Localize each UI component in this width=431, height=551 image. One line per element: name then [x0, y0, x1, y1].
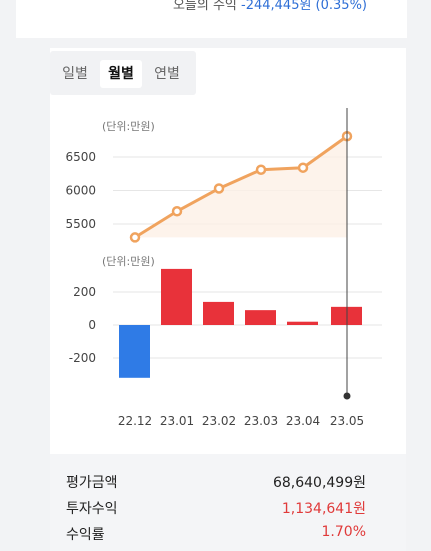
rate-label: 수익률 — [66, 527, 105, 543]
period-tabs: 일별 월별 연별 — [50, 51, 196, 95]
bar-ytick-label: -200 — [69, 351, 96, 365]
valuation-label: 평가금액 — [66, 475, 118, 491]
summary-row-rate: 수익률 1.70% — [66, 524, 366, 546]
profit-value: 1,134,641원 — [281, 501, 366, 517]
bar — [203, 301, 234, 325]
x-axis-label: 23.01 — [160, 414, 194, 428]
rate-value: 1.70% — [321, 524, 366, 540]
line-point — [129, 232, 141, 243]
tab-monthly[interactable]: 월별 — [100, 60, 142, 88]
summary-row-valuation: 평가금액 68,640,499원 — [66, 472, 366, 494]
bar-ytick-label: 200 — [73, 285, 96, 299]
line-point — [255, 164, 267, 175]
bar — [287, 321, 318, 325]
line-ytick-label: 6500 — [65, 150, 96, 164]
line-ytick-label: 5500 — [65, 217, 96, 231]
monthly-profit-chart: 6500 6000 5500 200 0 -200 22.12 23.01 23.02 23.03… — [65, 108, 382, 428]
profit-chart-card: 일별 월별 연별 (단위:만원) (단위:만원) 6500 6000 5500 200… — [50, 48, 406, 551]
line-point — [297, 162, 309, 173]
selection-cursor-dot — [343, 392, 351, 400]
bar-chart-unit: (단위:만원) — [102, 255, 155, 268]
summary-panel: 평가금액 68,640,499원 투자수익 1,134,641원 수익률 1.7… — [50, 454, 406, 551]
x-axis-label: 22.12 — [118, 414, 152, 428]
x-axis-label: 23.03 — [244, 414, 278, 428]
x-axis-label: 23.02 — [202, 414, 236, 428]
summary-row-profit: 투자수익 1,134,641원 — [66, 498, 366, 520]
line-point — [213, 183, 225, 194]
today-profit-label: 오늘의 수익 — [172, 0, 237, 13]
valuation-value: 68,640,499원 — [272, 475, 366, 491]
bar — [119, 325, 150, 378]
tab-daily[interactable]: 일별 — [62, 66, 88, 82]
line-chart-unit: (단위:만원) — [102, 120, 155, 133]
x-axis-label: 23.04 — [286, 414, 320, 428]
line-area-fill — [135, 136, 347, 238]
bar — [245, 310, 276, 325]
line-series — [134, 135, 348, 239]
bar-ytick-label: 0 — [88, 318, 96, 332]
line-point — [171, 206, 183, 217]
profit-label: 투자수익 — [66, 501, 118, 517]
today-profit-value: -244,445원 (0.35%) — [241, 0, 367, 13]
today-profit: 오늘의 수익 -244,445원 (0.35%) — [173, 0, 367, 13]
today-profit-card: 오늘의 수익 -244,445원 (0.35%) — [16, 0, 407, 38]
line-ytick-label: 6000 — [65, 184, 96, 198]
tab-yearly[interactable]: 연별 — [154, 66, 180, 82]
x-axis-label: 23.05 — [330, 414, 364, 428]
bar — [161, 268, 192, 325]
